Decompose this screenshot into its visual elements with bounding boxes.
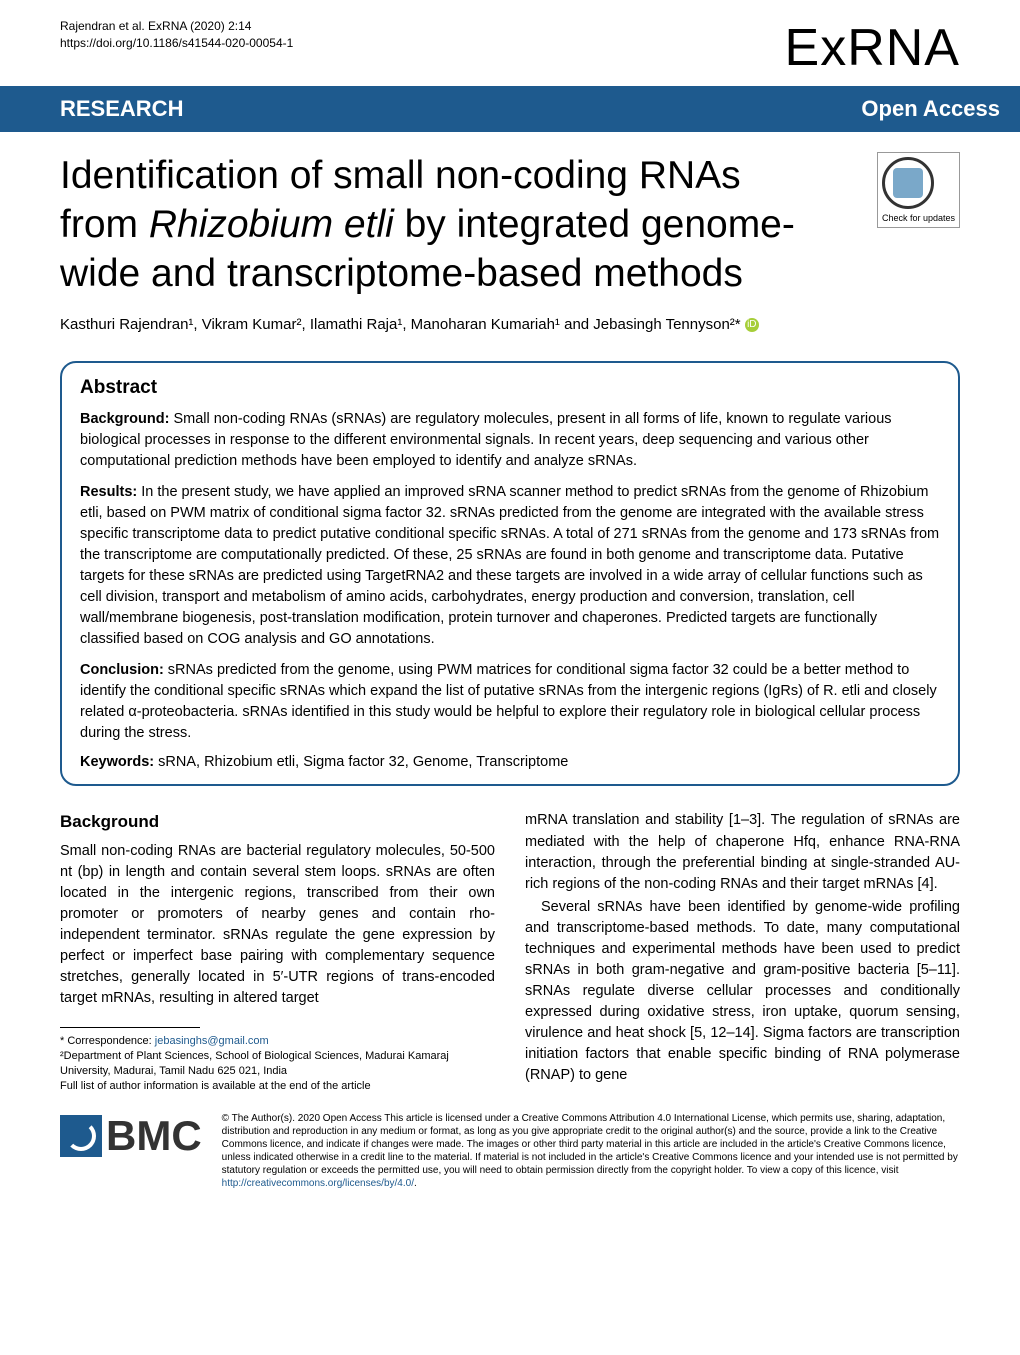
title-line-1: Identification of small non-coding RNAs — [60, 154, 741, 197]
title-line-2-post: by integrated genome- — [394, 203, 795, 246]
authors-line: Kasthuri Rajendran¹, Vikram Kumar², Ilam… — [0, 298, 1020, 351]
article-title: Identification of small non-coding RNAs … — [60, 152, 857, 298]
doi-line: https://doi.org/10.1186/s41544-020-00054… — [60, 35, 293, 52]
title-line-2-pre: from — [60, 203, 149, 246]
background-section-heading: Background — [60, 810, 495, 835]
check-updates-label: Check for updates — [882, 213, 955, 223]
keywords-line: Keywords: sRNA, Rhizobium etli, Sigma fa… — [80, 754, 940, 770]
title-section: Identification of small non-coding RNAs … — [0, 132, 1020, 298]
body-columns: Background Small non-coding RNAs are bac… — [0, 796, 1020, 1103]
keywords-text: sRNA, Rhizobium etli, Sigma factor 32, G… — [154, 754, 568, 770]
citation-block: Rajendran et al. ExRNA (2020) 2:14 https… — [60, 18, 293, 52]
conclusion-text: sRNAs predicted from the genome, using P… — [80, 662, 937, 741]
bmc-arcs-icon — [66, 1121, 96, 1151]
journal-name: ExRNA — [785, 18, 960, 78]
background-text: Small non-coding RNAs (sRNAs) are regula… — [80, 411, 892, 469]
crossmark-icon — [882, 157, 934, 209]
bmc-text: BMC — [106, 1112, 202, 1160]
research-label: RESEARCH — [60, 96, 183, 122]
col2-paragraph-1: mRNA translation and stability [1–3]. Th… — [525, 810, 960, 894]
abstract-results: Results: In the present study, we have a… — [80, 482, 940, 650]
license-text: © The Author(s). 2020 Open Access This a… — [222, 1112, 960, 1190]
fullinfo-footnote: Full list of author information is avail… — [60, 1079, 495, 1094]
license-url[interactable]: http://creativecommons.org/licenses/by/4… — [222, 1178, 414, 1189]
background-label: Background: — [80, 411, 169, 427]
crossmark-inner-icon — [893, 168, 923, 198]
page-header: Rajendran et al. ExRNA (2020) 2:14 https… — [0, 0, 1020, 86]
abstract-box: Abstract Background: Small non-coding RN… — [60, 361, 960, 786]
correspondence-footnote: * Correspondence: jebasinghs@gmail.com — [60, 1034, 495, 1049]
article-type-bar: RESEARCH Open Access — [0, 86, 1020, 132]
abstract-conclusion: Conclusion: sRNAs predicted from the gen… — [80, 660, 940, 744]
abstract-background: Background: Small non-coding RNAs (sRNAs… — [80, 409, 940, 472]
conclusion-label: Conclusion: — [80, 662, 164, 678]
keywords-label: Keywords: — [80, 754, 154, 770]
orcid-icon[interactable]: iD — [745, 318, 759, 332]
check-updates-badge[interactable]: Check for updates — [877, 152, 960, 228]
correspondence-label: * Correspondence: — [60, 1035, 155, 1047]
correspondence-email[interactable]: jebasinghs@gmail.com — [155, 1035, 269, 1047]
footer-section: BMC © The Author(s). 2020 Open Access Th… — [0, 1104, 1020, 1220]
column-left: Background Small non-coding RNAs are bac… — [60, 810, 495, 1093]
col2-paragraph-2: Several sRNAs have been identified by ge… — [525, 897, 960, 1086]
results-label: Results: — [80, 484, 137, 500]
results-text: In the present study, we have applied an… — [80, 484, 939, 647]
license-body: © The Author(s). 2020 Open Access This a… — [222, 1113, 958, 1176]
column-right: mRNA translation and stability [1–3]. Th… — [525, 810, 960, 1093]
authors-text: Kasthuri Rajendran¹, Vikram Kumar², Ilam… — [60, 316, 741, 333]
footnote-divider — [60, 1027, 200, 1028]
open-access-label: Open Access — [861, 96, 1000, 122]
bmc-logo: BMC — [60, 1112, 202, 1160]
abstract-heading: Abstract — [80, 377, 940, 399]
citation-line: Rajendran et al. ExRNA (2020) 2:14 — [60, 18, 293, 35]
bmc-logo-icon — [60, 1115, 102, 1157]
title-line-3: wide and transcriptome-based methods — [60, 252, 743, 295]
title-species: Rhizobium etli — [149, 203, 394, 246]
affiliation-footnote: ²Department of Plant Sciences, School of… — [60, 1049, 495, 1079]
col1-paragraph: Small non-coding RNAs are bacterial regu… — [60, 841, 495, 1009]
